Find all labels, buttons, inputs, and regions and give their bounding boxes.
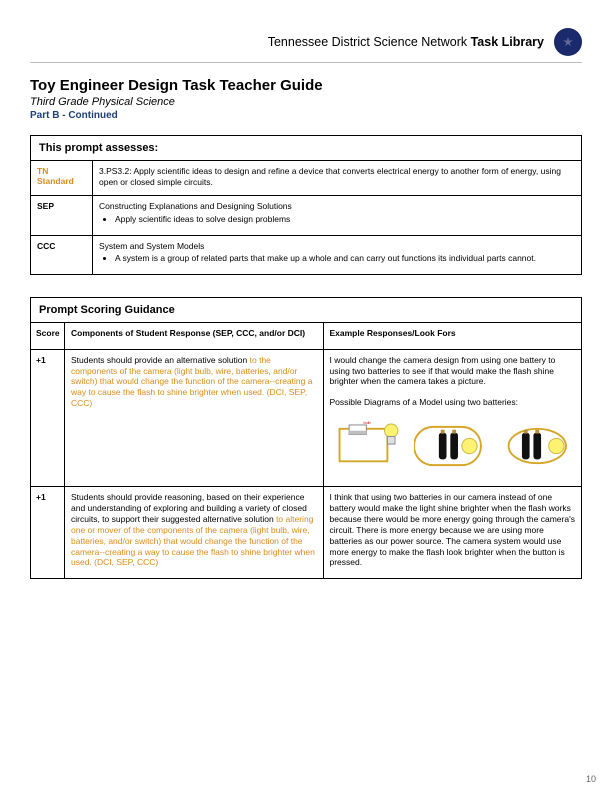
scoring-row: +1 Students should provide an alternativ… <box>31 349 581 487</box>
page-number: 10 <box>586 774 596 784</box>
svg-text:bulb: bulb <box>363 421 370 425</box>
assess-row-label: SEP <box>31 196 93 234</box>
assess-row-body: System and System Models A system is a g… <box>93 236 581 274</box>
scoring-row: +1 Students should provide reasoning, ba… <box>31 486 581 578</box>
scoring-heading: Prompt Scoring Guidance <box>31 298 581 322</box>
resp-text: Students should provide an alternative s… <box>71 355 247 365</box>
header-title-prefix: Tennessee District Science Network <box>268 35 471 49</box>
assess-row-label: CCC <box>31 236 93 274</box>
col-resp: Components of Student Response (SEP, CCC… <box>65 323 324 349</box>
assess-row-head: System and System Models <box>99 241 204 251</box>
scoring-header-row: Score Components of Student Response (SE… <box>31 322 581 349</box>
col-score: Score <box>31 323 65 349</box>
example-diagram-label: Possible Diagrams of a Model using two b… <box>330 397 576 408</box>
page-header: Tennessee District Science Network Task … <box>30 28 582 63</box>
circuit-diagrams: bulb <box>330 416 576 476</box>
circuit-diagram-icon <box>499 416 576 476</box>
example-paragraph: I would change the camera design from us… <box>330 355 576 388</box>
score-example: I think that using two batteries in our … <box>324 487 582 578</box>
resp-text: Students should provide reasoning, based… <box>71 492 307 524</box>
assess-row: CCC System and System Models A system is… <box>31 235 581 274</box>
part-label: Part B - Continued <box>30 110 582 121</box>
assess-row-body: Constructing Explanations and Designing … <box>93 196 581 234</box>
page-title: Toy Engineer Design Task Teacher Guide <box>30 77 582 94</box>
score-value: +1 <box>31 350 65 487</box>
scoring-block: Prompt Scoring Guidance Score Components… <box>30 297 582 580</box>
page-subtitle: Third Grade Physical Science <box>30 96 582 108</box>
col-ex: Example Responses/Look Fors <box>324 323 582 349</box>
assess-bullet: A system is a group of related parts tha… <box>115 253 575 264</box>
score-value: +1 <box>31 487 65 578</box>
assess-row: TN Standard 3.PS3.2: Apply scientific id… <box>31 160 581 195</box>
score-response: Students should provide an alternative s… <box>65 350 324 487</box>
circuit-diagram-icon: bulb <box>330 416 407 476</box>
assess-bullet: Apply scientific ideas to solve design p… <box>115 214 575 225</box>
assess-block: This prompt assesses: TN Standard 3.PS3.… <box>30 135 582 275</box>
state-seal-icon <box>554 28 582 56</box>
assess-row-head: Constructing Explanations and Designing … <box>99 201 292 211</box>
score-response: Students should provide reasoning, based… <box>65 487 324 578</box>
score-example: I would change the camera design from us… <box>324 350 582 487</box>
assess-row-body: 3.PS3.2: Apply scientific ideas to desig… <box>93 161 581 195</box>
assess-heading: This prompt assesses: <box>31 136 581 160</box>
header-title: Tennessee District Science Network Task … <box>268 35 544 49</box>
header-title-bold: Task Library <box>471 35 544 49</box>
circuit-diagram-icon <box>414 416 491 476</box>
assess-row: SEP Constructing Explanations and Design… <box>31 195 581 234</box>
assess-row-label: TN Standard <box>31 161 93 195</box>
